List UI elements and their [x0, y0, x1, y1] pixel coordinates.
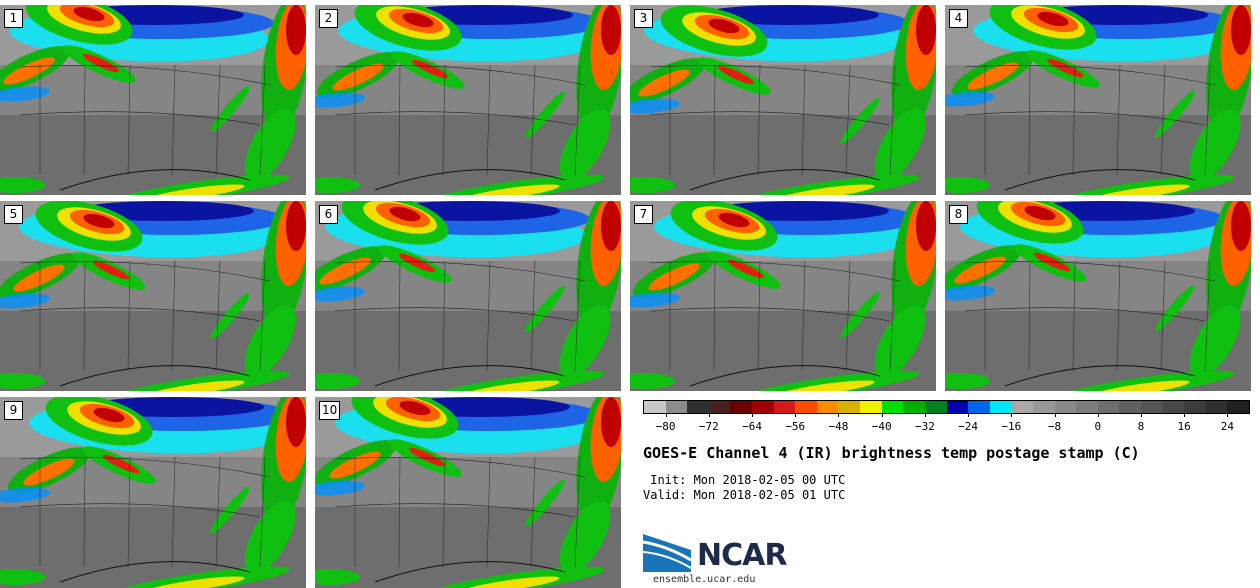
- logo-name: NCAR: [697, 538, 787, 573]
- colorbar-tick-label: −64: [742, 420, 762, 433]
- colorbar-tick-label: −72: [698, 420, 719, 433]
- ir-map-icon: [945, 5, 1251, 195]
- colorbar-tick-label: −56: [785, 420, 806, 433]
- ir-map-icon: [0, 201, 306, 391]
- map-stamp: 5: [0, 201, 306, 391]
- ir-map-icon: [315, 201, 621, 391]
- colorbar-segment: [1119, 401, 1142, 413]
- colorbar-segment: [968, 401, 990, 413]
- colorbar-tick-label: 16: [1177, 420, 1191, 433]
- colorbar-segment: [989, 401, 1012, 413]
- colorbar-segment: [773, 401, 796, 413]
- colorbar-tick: [1054, 413, 1056, 417]
- colorbar-segment: [1141, 401, 1163, 413]
- stamp-number: 3: [634, 9, 653, 28]
- colorbar-tick: [795, 413, 797, 417]
- colorbar-segment: [1162, 401, 1185, 413]
- stamp-number: 5: [4, 205, 23, 224]
- ir-map-icon: [630, 5, 936, 195]
- stamp-number: 4: [949, 9, 968, 28]
- map-stamp: 4: [945, 5, 1251, 195]
- colorbar-tick-label: −24: [958, 420, 979, 433]
- colorbar-segment: [816, 401, 839, 413]
- colorbar-tick: [1011, 413, 1013, 417]
- stamp-number: 2: [319, 9, 338, 28]
- colorbar-segment: [752, 401, 774, 413]
- map-stamp: 2: [315, 5, 621, 195]
- colorbar-segment: [1205, 401, 1228, 413]
- map-stamp: 1: [0, 5, 306, 195]
- colorbar-tick-label: −8: [1047, 420, 1062, 433]
- colorbar: [643, 400, 1250, 414]
- colorbar-segment: [903, 401, 925, 413]
- stamp-number: 7: [634, 205, 653, 224]
- colorbar-tick: [1184, 413, 1186, 417]
- colorbar-tick: [1097, 413, 1099, 417]
- colorbar-segment: [881, 401, 904, 413]
- colorbar-segment: [860, 401, 882, 413]
- colorbar-segment: [665, 401, 688, 413]
- colorbar-segment: [1076, 401, 1098, 413]
- colorbar-segment: [924, 401, 947, 413]
- ir-map-icon: [315, 397, 621, 588]
- colorbar-segment: [644, 401, 666, 413]
- colorbar-tick-label: −48: [828, 420, 849, 433]
- colorbar-tick: [752, 413, 754, 417]
- colorbar-segment: [708, 401, 731, 413]
- colorbar-tick-label: −40: [871, 420, 892, 433]
- colorbar-tick: [838, 413, 840, 417]
- ncar-logo-icon: [643, 534, 692, 572]
- stamp-number: 10: [319, 401, 341, 420]
- colorbar-tick: [881, 413, 883, 417]
- colorbar-tick-label: −16: [1001, 420, 1022, 433]
- init-time: Init: Mon 2018-02-05 00 UTC: [643, 473, 846, 487]
- map-stamp: 3: [630, 5, 936, 195]
- colorbar-segment: [946, 401, 969, 413]
- stamp-number: 6: [319, 205, 338, 224]
- map-stamp: 7: [630, 201, 936, 391]
- ir-map-icon: [630, 201, 936, 391]
- valid-time: Valid: Mon 2018-02-05 01 UTC: [643, 488, 846, 502]
- ir-map-icon: [315, 5, 621, 195]
- colorbar-tick: [1140, 413, 1142, 417]
- colorbar-tick: [708, 413, 710, 417]
- colorbar-segment: [1184, 401, 1206, 413]
- colorbar-segment: [1054, 401, 1077, 413]
- colorbar-tick-label: −80: [655, 420, 676, 433]
- colorbar-tick-label: 0: [1094, 420, 1102, 433]
- colorbar-tick: [665, 413, 667, 417]
- stamp-number: 9: [4, 401, 23, 420]
- ir-map-icon: [0, 397, 306, 588]
- colorbar-tick: [924, 413, 926, 417]
- map-stamp: 6: [315, 201, 621, 391]
- colorbar-segment: [1032, 401, 1055, 413]
- colorbar-segment: [1011, 401, 1033, 413]
- ir-map-icon: [945, 201, 1251, 391]
- colorbar-tick: [968, 413, 970, 417]
- colorbar-segment: [838, 401, 861, 413]
- colorbar-segment: [1227, 401, 1250, 413]
- logo-url: ensemble.ucar.edu: [653, 574, 756, 585]
- map-stamp: 9: [0, 397, 306, 588]
- colorbar-tick-label: 8: [1137, 420, 1145, 433]
- colorbar-tick-label: −32: [914, 420, 935, 433]
- map-stamp: 8: [945, 201, 1251, 391]
- ir-map-icon: [0, 5, 306, 195]
- colorbar-segment: [1097, 401, 1120, 413]
- colorbar-segment: [795, 401, 817, 413]
- stamp-number: 8: [949, 205, 968, 224]
- colorbar-tick: [1227, 413, 1229, 417]
- page-title: GOES-E Channel 4 (IR) brightness temp po…: [643, 444, 1140, 462]
- colorbar-tick-label: 24: [1220, 420, 1235, 433]
- colorbar-segment: [687, 401, 709, 413]
- colorbar-segment: [730, 401, 753, 413]
- map-stamp: 10: [315, 397, 621, 588]
- stamp-number: 1: [4, 9, 23, 28]
